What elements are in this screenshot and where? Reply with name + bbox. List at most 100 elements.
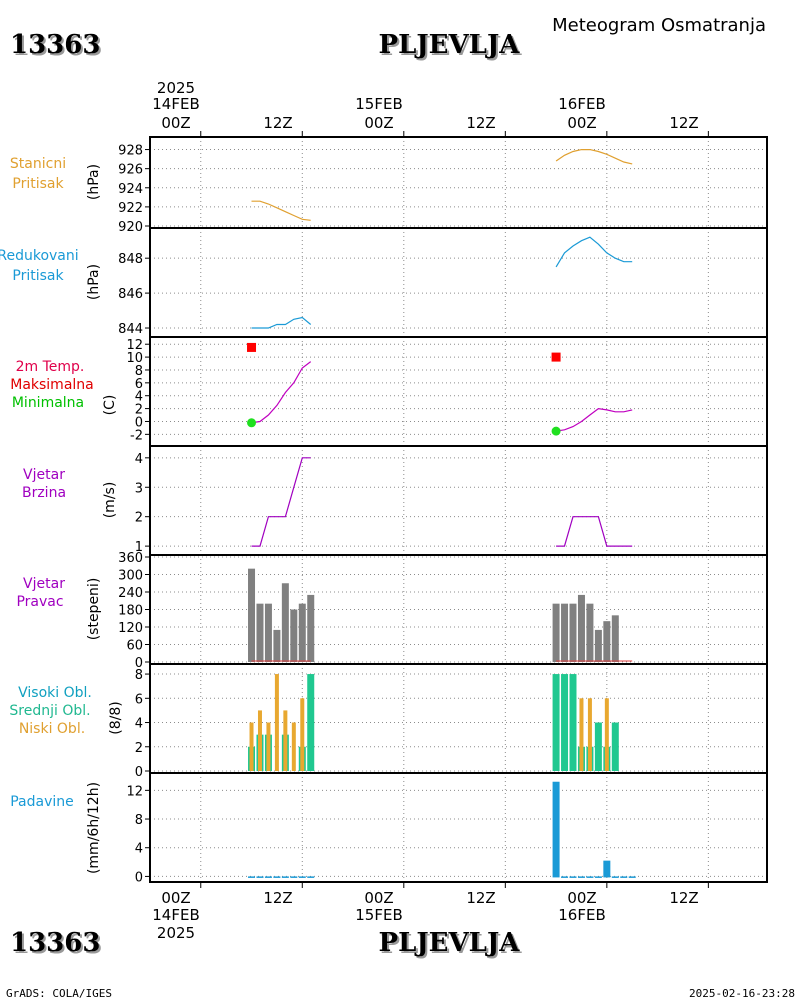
precip-bar-5	[290, 876, 298, 878]
brzina-ytick-label-1: 2	[135, 511, 143, 526]
precip-bar-17	[628, 876, 636, 878]
wind-dir-bar-6	[298, 603, 306, 662]
oblaci-label-line-1: Visoki Obl.	[18, 685, 92, 701]
bottom-hour-label-1: 00Z	[161, 889, 190, 907]
cloud-low-bar-12	[587, 698, 592, 771]
footer-credit: GrADS: COLA/IGES	[6, 987, 112, 1000]
temp-unit: (C)	[102, 395, 118, 416]
padavine-ytick-label-0: 0	[135, 870, 143, 885]
footer-timestamp: 2025-02-16-23:28	[689, 987, 795, 1000]
stanicni-label-line-2: Pritisak	[12, 176, 64, 192]
min-temp-marker-0	[247, 418, 257, 428]
top-hour-label-2: 12Z	[263, 114, 292, 132]
bottom-hour-label-4: 12Z	[466, 889, 495, 907]
temp-line-segment-1	[556, 407, 633, 432]
temp-label-line-2: Maksimalna	[10, 377, 94, 393]
precip-bar-14	[603, 860, 611, 878]
top-hour-label-4: 12Z	[466, 114, 495, 132]
footer-station-name-shadow: PLJEVLJA	[381, 930, 523, 960]
precip-bar-7	[307, 876, 315, 878]
header-station-name: PLJEVLJA	[379, 30, 521, 60]
wind-dir-bar-3	[273, 629, 281, 662]
precip-bar-6	[298, 876, 306, 878]
oblaci-unit: (8/8)	[108, 701, 124, 734]
pravac-ytick-label-4: 240	[118, 586, 143, 601]
padavine-ytick-label-1: 4	[135, 842, 143, 857]
brzina-unit: (m/s)	[102, 482, 118, 519]
oblaci-ytick-label-0: 0	[135, 765, 143, 780]
oblaci-ytick-label-2: 4	[135, 717, 143, 732]
precip-bar-13	[594, 876, 602, 878]
stanicni-ytick-label-1: 922	[118, 201, 143, 216]
wind-dir-bar-10	[569, 603, 577, 662]
brzina-line-segment-1	[556, 516, 633, 547]
bottom-day-label-1: 14FEB	[152, 906, 199, 924]
product-title: Meteogram Osmatranja	[552, 15, 766, 36]
wind-dir-bar-11	[577, 594, 585, 662]
bottom-hour-label-2: 12Z	[263, 889, 292, 907]
cloud-low-bar-6	[300, 698, 305, 771]
pravac-ytick-label-1: 60	[126, 639, 143, 654]
pravac-unit: (stepeni)	[86, 578, 102, 641]
top-hour-label-5: 00Z	[567, 114, 596, 132]
precip-bar-15	[611, 876, 619, 878]
bottom-hour-label-6: 12Z	[669, 889, 698, 907]
top-hour-label-6: 12Z	[669, 114, 698, 132]
temp-ytick-label-5: 8	[135, 364, 143, 379]
precip-bar-0	[248, 876, 256, 878]
brzina-label-line-1: Vjetar	[23, 467, 65, 483]
oblaci-ytick-label-3: 6	[135, 692, 143, 707]
precip-bar-12	[586, 876, 594, 878]
precip-bar-11	[577, 876, 585, 878]
header-station-id-shadow: 13363	[12, 32, 102, 62]
cloud-high-bar-15	[611, 722, 619, 771]
bottom-day-label-2: 15FEB	[355, 906, 402, 924]
cloud-low-bar-11	[579, 698, 584, 771]
wind-dir-bar-7	[307, 594, 315, 662]
stanicni-ytick-label-2: 924	[118, 182, 143, 197]
bottom-hour-label-5: 00Z	[567, 889, 596, 907]
cloud-low-bar-5	[291, 722, 296, 771]
pravac-ytick-label-2: 120	[118, 621, 143, 636]
temp-ytick-label-0: -2	[130, 428, 143, 443]
stanicni-ytick-label-4: 928	[118, 144, 143, 159]
bottom-hour-label-3: 00Z	[364, 889, 393, 907]
redukovani-label-line-2: Pritisak	[12, 268, 64, 284]
wind-dir-bar-0	[248, 568, 256, 662]
temp-label-line-1: 2m Temp.	[16, 359, 85, 375]
wind-dir-bar-15	[611, 615, 619, 662]
plot-area: 920922924926928844846848-202468101212340…	[118, 131, 768, 888]
wind-dir-bar-12	[586, 603, 594, 662]
precip-bar-9	[561, 876, 569, 878]
stanicni-label-line-1: Stanicni	[10, 156, 66, 172]
top-day-label-1: 14FEB	[152, 95, 199, 113]
redukovani-ytick-label-2: 848	[118, 252, 143, 267]
top-day-label-3: 16FEB	[558, 95, 605, 113]
cloud-low-bar-3	[274, 674, 279, 771]
redukovani-unit: (hPa)	[86, 264, 102, 300]
brzina-line-segment-0	[251, 457, 311, 547]
pravac-label-line-1: Vjetar	[23, 576, 65, 592]
padavine-unit: (mm/6h/12h)	[86, 782, 102, 874]
header-station-id: 13363	[10, 30, 100, 60]
min-temp-marker-1	[551, 426, 561, 436]
oblaci-label-line-3: Niski Obl.	[19, 721, 85, 737]
oblaci-ytick-label-4: 8	[135, 668, 143, 683]
temp-ytick-label-3: 4	[135, 390, 143, 405]
wind-dir-bar-8	[552, 603, 560, 662]
cloud-high-bar-7	[307, 674, 315, 771]
temp-ytick-label-2: 2	[135, 403, 143, 418]
padavine-label-line-1: Padavine	[10, 794, 74, 810]
redukovani-ytick-label-0: 844	[118, 322, 143, 337]
pravac-ytick-label-3: 180	[118, 604, 143, 619]
temp-ytick-label-4: 6	[135, 377, 143, 392]
precip-bar-3	[273, 876, 281, 878]
top-year-label: 2025	[157, 79, 195, 97]
max-temp-marker-1	[551, 352, 561, 362]
stanicni-ytick-label-0: 920	[118, 220, 143, 235]
temp-line-segment-0	[251, 361, 312, 424]
precip-bar-1	[256, 876, 264, 878]
wind-dir-bar-9	[561, 603, 569, 662]
pravac-ytick-label-5: 300	[118, 569, 143, 584]
